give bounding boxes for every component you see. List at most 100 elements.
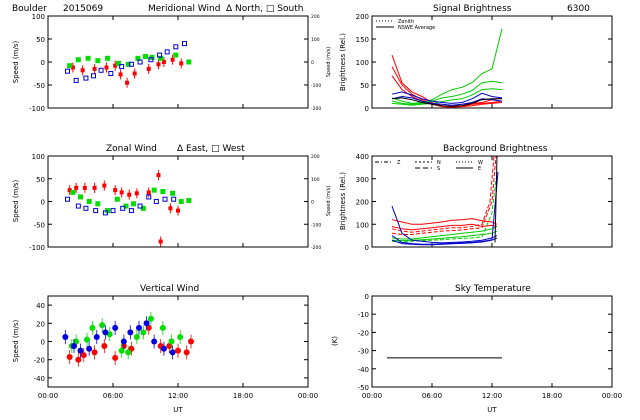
panel-skytemp: Sky Temperature (K) -50 -40 -30 -20 -10 0 00:… [331, 284, 622, 414]
vertical-point [112, 354, 119, 361]
vertical-point [169, 349, 176, 356]
zonal-marks [47, 156, 309, 247]
vertical-ytick-label: -40 [34, 375, 45, 383]
zonal-right-ylabel: Speed (m/s) [326, 186, 332, 216]
meridional-point [173, 52, 179, 58]
zonal-ylabel: Speed (m/s) [12, 180, 20, 223]
signal-ytick-label: 150 [356, 36, 369, 44]
signal-ytick-label: 200 [356, 13, 369, 21]
meridional-ytick-label: -50 [34, 82, 45, 90]
zonal-point [74, 185, 79, 190]
vertical-point [120, 338, 127, 345]
skytemp-xtick-label: 18:00 [542, 392, 562, 400]
background-ytick-label: 300 [356, 176, 369, 184]
meridional-point [92, 66, 97, 71]
background-series-line [494, 155, 498, 243]
zonal-point [146, 194, 152, 200]
vertical-point [62, 333, 69, 340]
meridional-point [125, 61, 131, 67]
vertical-ytick-label: 20 [36, 320, 45, 328]
signal-series-line [391, 75, 503, 108]
signal-title: Signal Brightness [433, 4, 512, 14]
meridional-title: Meridional Wind [148, 4, 220, 14]
background-marks [371, 155, 613, 247]
signal-series-line [391, 80, 503, 105]
meridional-point [118, 72, 123, 77]
vertical-point [127, 329, 134, 336]
meridional-point [113, 63, 118, 68]
signal-series-line [391, 95, 503, 106]
meridional-point [128, 61, 134, 67]
zonal-point [171, 196, 177, 202]
meridional-right-tick-label: -200 [311, 106, 321, 112]
meridional-point [83, 75, 89, 81]
meridional-ytick-label: 100 [32, 13, 45, 21]
signal-ytick-label: 50 [360, 82, 369, 90]
zonal-point [128, 208, 134, 214]
zonal-point [170, 190, 176, 196]
meridional-point [137, 59, 143, 65]
zonal-point [160, 188, 166, 194]
bg-legend-e: E [478, 166, 481, 172]
vertical-point [89, 324, 96, 331]
meridional-right-tick-label: 200 [311, 14, 320, 20]
vertical-point [143, 320, 150, 327]
zonal-point [156, 173, 161, 178]
meridional-point [146, 66, 151, 71]
panel-signal: Signal Brightness 6300 Brightness (Rel.)… [339, 4, 613, 113]
zonal-point [82, 185, 87, 190]
background-series-line [391, 178, 497, 243]
vertical-point [188, 338, 194, 345]
zonal-right-tick-label: -200 [311, 245, 321, 251]
meridional-ytick-label: -100 [29, 105, 45, 113]
skytemp-ytick-label: -30 [358, 348, 369, 356]
vertical-point [140, 329, 147, 336]
vertical-xlabel: UT [173, 406, 183, 414]
zonal-point [86, 199, 92, 204]
bg-legend-z: Z [397, 160, 401, 166]
zonal-right-tick-label: -100 [311, 222, 321, 228]
vertical-point [75, 356, 82, 363]
vertical-yticks: -40 -20 0 20 40 [34, 302, 308, 383]
vertical-point [175, 347, 181, 354]
meridional-ytick-label: 0 [41, 59, 45, 67]
meridional-point [179, 61, 184, 66]
zonal-point [95, 201, 101, 207]
background-series-line [391, 230, 498, 242]
vertical-point [133, 333, 140, 340]
meridional-point [85, 55, 91, 61]
skytemp-ylabel: (K) [331, 336, 339, 346]
vertical-point [118, 347, 125, 354]
zonal-ytick-label: 0 [41, 199, 45, 207]
bg-legend-w: W [478, 160, 483, 166]
signal-wavelength: 6300 [567, 4, 590, 14]
vertical-point [177, 333, 184, 340]
vertical-point [147, 315, 154, 322]
zonal-ytick-label: 50 [36, 176, 45, 184]
background-series-line [391, 155, 495, 233]
signal-series-line [391, 28, 503, 104]
meridional-point [108, 71, 114, 76]
zonal-ytick-label: 100 [32, 153, 45, 161]
background-ytick-label: 200 [356, 199, 369, 207]
meridional-right-tick-label: -100 [311, 83, 321, 89]
vertical-ytick-label: -20 [34, 357, 45, 365]
bg-legend-n: N [437, 160, 441, 166]
vertical-xtick-label: 18:00 [233, 392, 253, 400]
background-series-line [391, 205, 498, 244]
vertical-point [151, 338, 158, 345]
zonal-right-tick-label: 0 [311, 200, 314, 206]
meridional-point [115, 60, 121, 66]
vertical-point [102, 329, 109, 336]
meridional-point [98, 67, 104, 73]
skytemp-xtick-label: 00:00 [602, 392, 622, 400]
meridional-right-tick-label: 0 [311, 60, 314, 66]
skytemp-ytick-label: 0 [365, 293, 369, 301]
meridional-point [91, 73, 96, 79]
zonal-point [120, 205, 126, 211]
zonal-right-tick-label: 100 [311, 177, 320, 183]
zonal-point [92, 185, 97, 190]
skytemp-xtick-label: 12:00 [482, 392, 502, 400]
vertical-marks [47, 296, 309, 387]
zonal-point [119, 190, 124, 195]
